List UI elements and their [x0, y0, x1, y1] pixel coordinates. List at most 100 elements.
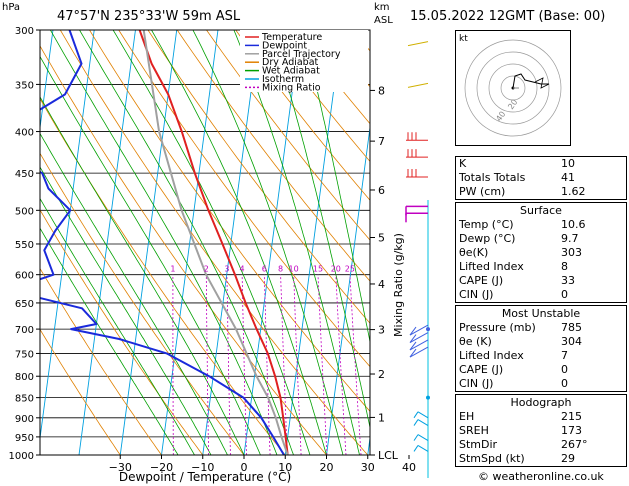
isotherm	[202, 30, 260, 455]
wet-adiabat	[112, 30, 311, 455]
dry-adiabat	[206, 30, 370, 241]
index-label: StmSpd (kt)	[459, 452, 525, 465]
index-label: θe (K)	[459, 335, 492, 348]
index-label: CIN (J)	[459, 288, 494, 301]
isotherm	[284, 30, 343, 455]
axes-layer: 1 2 3 4 6 8 10 15 20 2530035040045050055060065070…	[9, 26, 416, 474]
legend-label: Wet Adiabat	[262, 66, 320, 77]
mixing-ratio-label: 10	[289, 265, 299, 274]
temperature-tick-label: 10	[278, 461, 292, 474]
km-unit-label: km	[374, 2, 390, 13]
pressure-tick-label: 300	[15, 26, 34, 37]
legend-label: Dewpoint	[262, 40, 307, 51]
dry-adiabat	[176, 30, 370, 282]
index-label: PW (cm)	[459, 185, 506, 198]
wind-barbs	[405, 41, 430, 478]
dry-adiabat	[411, 30, 455, 455]
index-label: θe(K)	[459, 246, 489, 259]
table-row: Lifted Index 8	[456, 260, 626, 274]
hodograph-trace	[512, 73, 549, 89]
index-label: K	[459, 157, 467, 170]
hpa-unit-label: hPa	[2, 2, 21, 13]
index-value: 303	[561, 246, 582, 259]
wind-barb-flag	[409, 334, 417, 343]
height-tick-label: 1	[378, 411, 385, 424]
hodograph-rings	[464, 39, 562, 137]
dry-adiabat	[118, 30, 370, 368]
dry-adiabat	[264, 30, 370, 163]
pressure-tick-label: 350	[15, 80, 34, 91]
index-label: StmDir	[459, 438, 498, 451]
table-row: CAPE (J) 0	[456, 363, 626, 377]
hodograph-unit: kt	[459, 34, 468, 44]
datetime-title: 15.05.2022 12GMT (Base: 00)	[410, 9, 606, 24]
profile-layer	[40, 30, 289, 455]
legend-label: Dry Adiabat	[262, 57, 319, 68]
pressure-tick-label: 850	[15, 394, 34, 405]
temperature-tick-label: −20	[150, 461, 173, 474]
surface-table: Temp (°C) 10.6 Dewp (°C) 9.7 θe(K) 303 Lift…	[456, 218, 626, 302]
dry-adiabat	[40, 209, 204, 455]
dewpoint-line	[40, 30, 285, 455]
temperature-tick-label: 20	[320, 461, 334, 474]
hodograph-table: EH 215 SREH 173 StmDir 267° StmSpd (kt) 29	[456, 410, 626, 466]
mixing-ratio-line	[205, 274, 209, 455]
wind-barb-flag	[409, 326, 417, 336]
index-value: 0	[561, 377, 568, 390]
x-axis-label: Dewpoint / Temperature (°C)	[119, 470, 291, 484]
wet-adiabat	[151, 30, 327, 455]
isotherm	[119, 30, 178, 455]
index-value: 215	[561, 410, 582, 423]
pressure-tick-label: 450	[15, 169, 34, 180]
index-label: SREH	[459, 424, 489, 437]
isotherm	[326, 124, 370, 455]
index-value: 9.7	[561, 232, 579, 245]
top-indices-table: K 10 Totals Totals 41 PW (cm) 1.62	[456, 157, 626, 199]
pressure-tick-label: 650	[15, 299, 34, 310]
mixing-ratio-label: 3	[224, 265, 229, 274]
table-row: CIN (J) 0	[456, 288, 626, 302]
wind-barb	[409, 332, 429, 344]
table-row: StmSpd (kt) 29	[456, 452, 626, 466]
wind-barb	[409, 324, 429, 336]
wind-barb-flag	[409, 341, 417, 351]
index-value: 173	[561, 424, 582, 437]
table-row: CAPE (J) 33	[456, 274, 626, 288]
index-value: 33	[561, 274, 575, 287]
hodograph-ring	[500, 75, 526, 101]
pressure-tick-label: 700	[15, 325, 34, 336]
pressure-tick-label: 800	[15, 372, 34, 383]
hodograph-title: Hodograph	[510, 396, 572, 409]
height-tick-label: 3	[378, 324, 385, 337]
hodograph-ring	[488, 63, 538, 113]
location-title: 47°57'N 235°33'W 59m ASL	[57, 9, 241, 24]
temperature-line	[138, 30, 289, 455]
surface-box: Surface Temp (°C) 10.6 Dewp (°C) 9.7 θe(K)…	[455, 202, 627, 303]
index-value: 29	[561, 452, 575, 465]
wet-adiabat	[233, 30, 360, 455]
wind-barb	[407, 41, 429, 47]
wet-adiabat	[40, 166, 212, 455]
index-value: 304	[561, 335, 582, 348]
legend-label: Isotherm	[262, 74, 304, 85]
height-tick-label: 8	[378, 84, 385, 97]
pressure-tick-label: 550	[15, 240, 34, 251]
table-row: Temp (°C) 10.6	[456, 218, 626, 232]
pressure-tick-label: 400	[15, 128, 34, 139]
temperature-tick-label: −30	[109, 461, 132, 474]
temperature-tick-label: 40	[402, 461, 416, 474]
grid-layer	[40, 30, 455, 455]
index-label: Dewp (°C)	[459, 232, 516, 245]
mixing-ratio-label: 2	[204, 265, 209, 274]
skewt-diagram: 1 2 3 4 6 8 10 15 20 2530035040045050055060065070…	[9, 26, 455, 484]
height-tick-label: LCL	[378, 449, 399, 462]
dry-adiabat	[40, 97, 286, 455]
dry-adiabat	[89, 30, 370, 412]
mixing-ratio-label: 25	[345, 265, 355, 274]
height-tick-label: 5	[378, 231, 385, 244]
table-row: θe(K) 303	[456, 246, 626, 260]
mixing-ratio-line	[317, 274, 328, 455]
mixing-ratio-line	[293, 274, 302, 455]
wind-barb	[409, 346, 429, 358]
